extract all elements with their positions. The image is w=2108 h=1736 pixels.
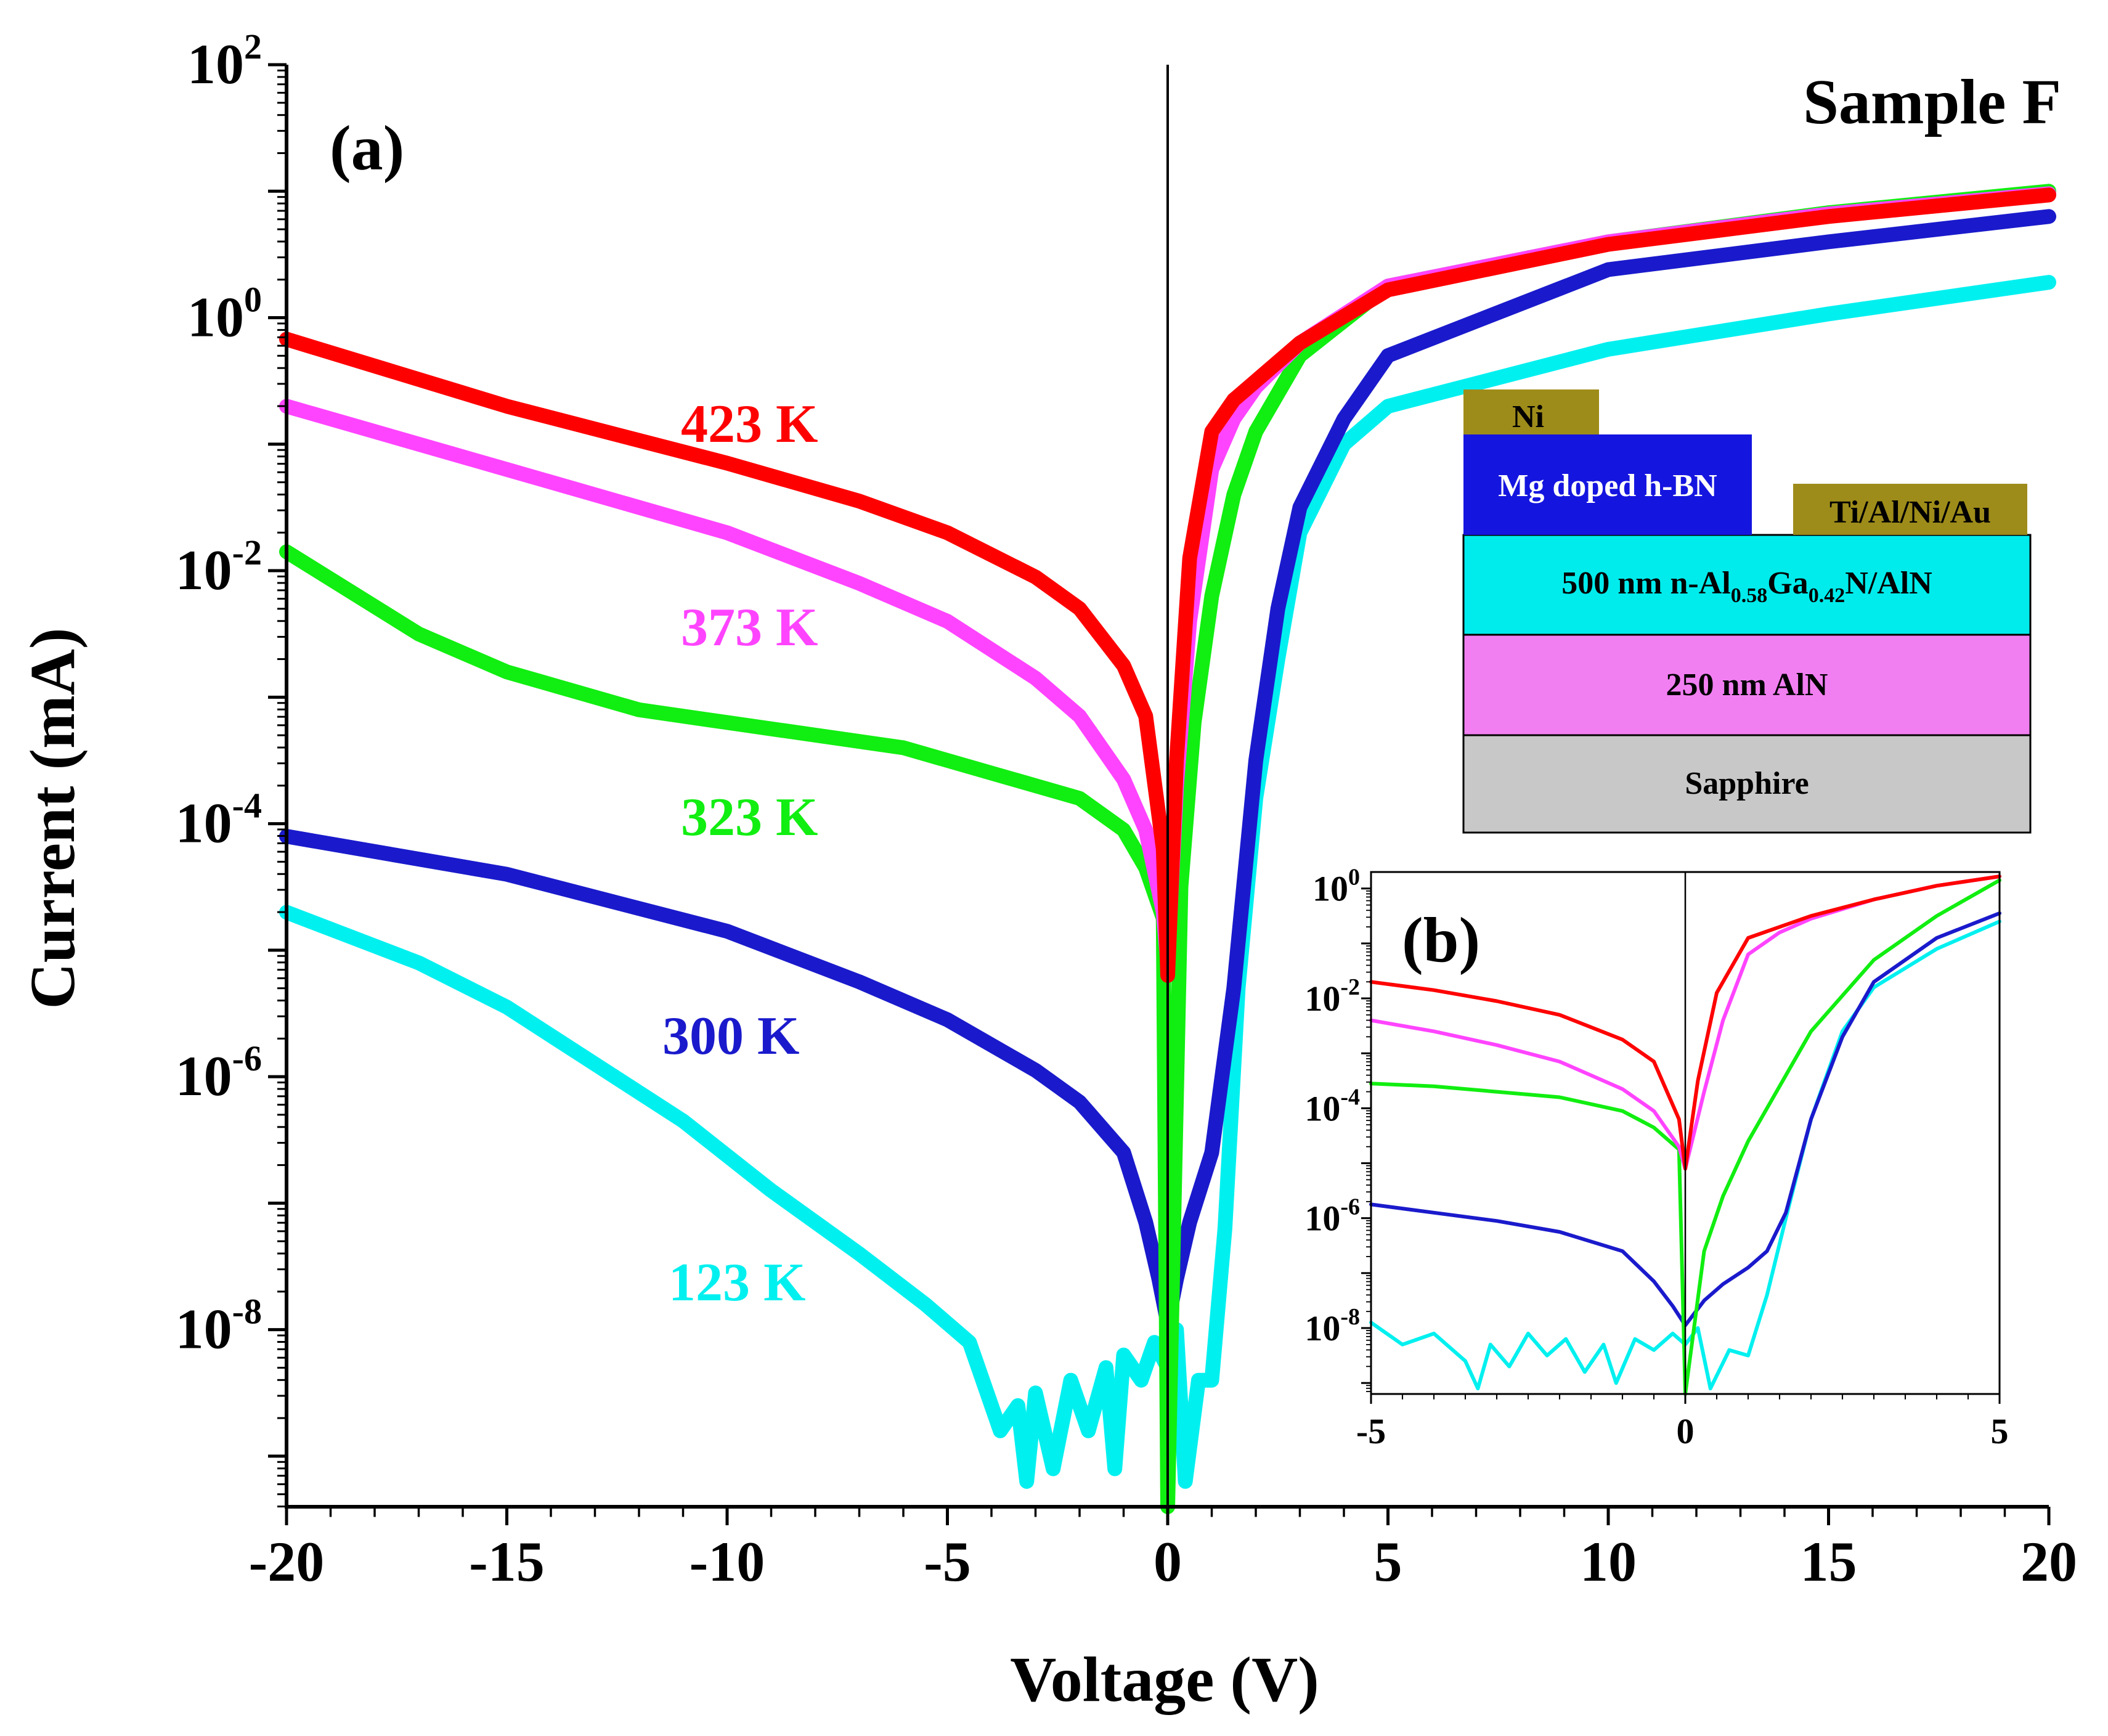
main-x-tick-label: 15 bbox=[1801, 1530, 1857, 1593]
layer-algan-prefix: 500 nm n-Al bbox=[1561, 566, 1730, 601]
inset-y-tick-base: 10 bbox=[1304, 1199, 1340, 1239]
layer-algan-suffix: N/AlN bbox=[1845, 566, 1932, 601]
inset-y-tick-exponent: -2 bbox=[1340, 974, 1360, 1000]
layer-mg-hbn-label: Mg doped h-BN bbox=[1498, 468, 1717, 503]
series-label-123k: 123 K bbox=[669, 1253, 805, 1313]
layer-algan-label: 500 nm n-Al0.58Ga0.42N/AlN bbox=[1561, 566, 1932, 607]
main-y-tick-exponent: -4 bbox=[232, 786, 262, 826]
x-axis-title: Voltage (V) bbox=[1010, 1644, 1319, 1715]
inset-y-tick-exponent: -4 bbox=[1340, 1084, 1360, 1110]
device-stack-diagram: Sapphire 250 nm AlN 500 nm n-Al0.58Ga0.4… bbox=[1462, 389, 2032, 834]
main-plot: -20 -15 -10 -5 0 5 10 15 2010210010-210-410-610-… bbox=[17, 26, 2077, 1715]
layer-aln-label: 250 nm AlN bbox=[1666, 667, 1828, 703]
main-y-tick-exponent: -6 bbox=[232, 1038, 262, 1078]
main-y-tick-exponent: 2 bbox=[244, 26, 262, 67]
inset-y-tick-exponent: 0 bbox=[1348, 865, 1360, 890]
series-label-373k: 373 K bbox=[681, 598, 818, 658]
layer-mg-hbn bbox=[1463, 434, 1752, 535]
main-y-tick-exponent: -2 bbox=[232, 532, 262, 573]
layer-ti-label: Ti/Al/Ni/Au bbox=[1829, 495, 1991, 530]
main-y-tick-label: 10-8 bbox=[176, 1292, 262, 1361]
inset-x-tick-label: 5 bbox=[1991, 1411, 2009, 1451]
inset-y-tick-base: 10 bbox=[1312, 869, 1348, 909]
main-x-tick-label: -20 bbox=[249, 1530, 325, 1593]
main-y-tick-label: 10-4 bbox=[176, 786, 262, 855]
main-x-tick-label: 20 bbox=[2021, 1530, 2077, 1593]
inset-series-323k bbox=[1369, 878, 2001, 1396]
layer-algan-mid: Ga bbox=[1767, 566, 1808, 601]
inset-y-tick-base: 10 bbox=[1304, 1088, 1340, 1128]
layer-sapphire-label: Sapphire bbox=[1685, 766, 1809, 801]
layer-ni-contact bbox=[1463, 389, 1599, 434]
main-y-tick-label: 10-2 bbox=[176, 532, 262, 601]
inset-y-tick-base: 10 bbox=[1304, 1308, 1340, 1348]
main-y-tick-base: 10 bbox=[187, 33, 244, 96]
inset-series-300k bbox=[1369, 911, 2001, 1327]
main-y-tick-base: 10 bbox=[176, 1045, 232, 1107]
main-y-tick-base: 10 bbox=[176, 1298, 232, 1361]
panel-b-label: (b) bbox=[1402, 905, 1480, 976]
main-y-tick-base: 10 bbox=[176, 539, 232, 601]
main-y-tick-base: 10 bbox=[176, 792, 232, 855]
series-label-323k: 323 K bbox=[681, 788, 818, 847]
main-y-tick-base: 10 bbox=[187, 286, 244, 349]
main-x-tick-label: 0 bbox=[1154, 1530, 1182, 1593]
main-series-123k bbox=[279, 275, 2056, 1489]
main-x-tick-label: 10 bbox=[1580, 1530, 1637, 1593]
main-x-tick-label: -15 bbox=[469, 1530, 545, 1593]
main-x-tick-label: -10 bbox=[690, 1530, 765, 1593]
series-label-423k: 423 K bbox=[681, 394, 818, 454]
inset-y-tick-label: 10-2 bbox=[1304, 974, 1360, 1019]
inset-y-tick-label: 100 bbox=[1312, 865, 1360, 909]
series-label-300k: 300 K bbox=[662, 1006, 799, 1066]
inset-y-tick-label: 10-6 bbox=[1304, 1194, 1360, 1239]
main-y-tick-label: 10-6 bbox=[176, 1038, 262, 1107]
main-y-tick-label: 100 bbox=[187, 280, 262, 349]
main-y-tick-exponent: 0 bbox=[244, 280, 262, 320]
sample-label: Sample F bbox=[1803, 67, 2061, 137]
layer-aln bbox=[1462, 634, 2032, 736]
layer-algan bbox=[1462, 534, 2032, 636]
main-y-tick-label: 102 bbox=[187, 26, 262, 96]
layer-algan-sub1: 0.58 bbox=[1731, 584, 1768, 607]
panel-a-label: (a) bbox=[330, 113, 404, 184]
inset-y-tick-exponent: -8 bbox=[1340, 1304, 1360, 1330]
inset-y-tick-label: 10-8 bbox=[1304, 1304, 1360, 1348]
series-labels-group: 423 K 373 K 323 K 300 K 123 K bbox=[662, 394, 818, 1313]
layer-algan-sub2: 0.42 bbox=[1809, 584, 1846, 607]
layer-ni-label: Ni bbox=[1512, 399, 1544, 434]
y-axis-title: Current (mA) bbox=[17, 627, 88, 1009]
inset-y-tick-base: 10 bbox=[1304, 979, 1340, 1019]
layer-ti-contact bbox=[1793, 484, 2027, 535]
main-x-tick-label: -5 bbox=[924, 1530, 971, 1593]
inset-x-tick-label: 0 bbox=[1677, 1411, 1695, 1451]
inset-x-tick-label: -5 bbox=[1356, 1411, 1386, 1451]
main-ticks-group: -20 -15 -10 -5 0 5 10 15 2010210010-210-410-610-… bbox=[176, 26, 2077, 1593]
main-y-tick-exponent: -8 bbox=[232, 1292, 262, 1332]
inset-y-tick-label: 10-4 bbox=[1304, 1084, 1360, 1128]
main-x-tick-label: 5 bbox=[1374, 1530, 1402, 1593]
inset-y-tick-exponent: -6 bbox=[1340, 1194, 1360, 1220]
